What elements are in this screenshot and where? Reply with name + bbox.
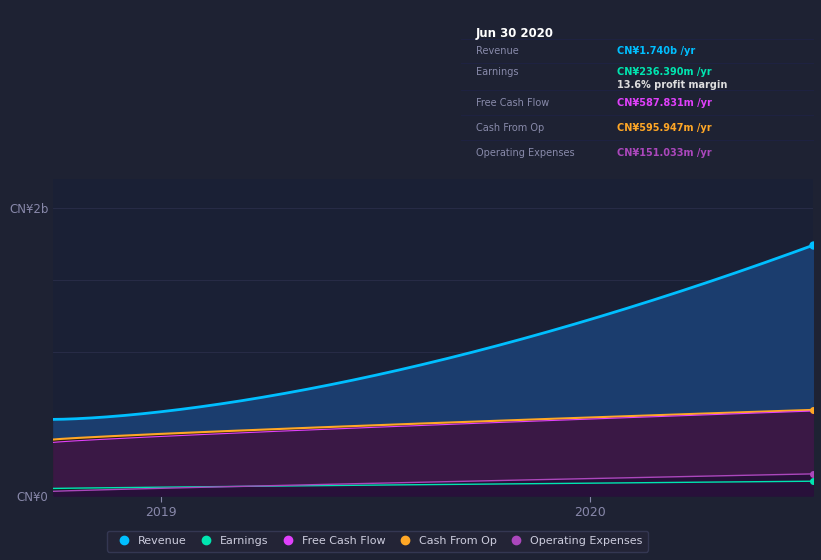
Text: CN¥236.390m /yr: CN¥236.390m /yr <box>617 67 711 77</box>
Text: Cash From Op: Cash From Op <box>475 123 544 133</box>
Text: CN¥151.033m /yr: CN¥151.033m /yr <box>617 148 711 158</box>
Text: 13.6% profit margin: 13.6% profit margin <box>617 80 727 90</box>
Text: Earnings: Earnings <box>475 67 518 77</box>
Text: CN¥595.947m /yr: CN¥595.947m /yr <box>617 123 711 133</box>
Text: CN¥1.740b /yr: CN¥1.740b /yr <box>617 46 695 56</box>
Text: CN¥587.831m /yr: CN¥587.831m /yr <box>617 97 712 108</box>
Text: Free Cash Flow: Free Cash Flow <box>475 97 548 108</box>
Legend: Revenue, Earnings, Free Cash Flow, Cash From Op, Operating Expenses: Revenue, Earnings, Free Cash Flow, Cash … <box>107 530 649 552</box>
Text: Operating Expenses: Operating Expenses <box>475 148 574 158</box>
Text: Revenue: Revenue <box>475 46 518 56</box>
Text: Jun 30 2020: Jun 30 2020 <box>475 27 553 40</box>
